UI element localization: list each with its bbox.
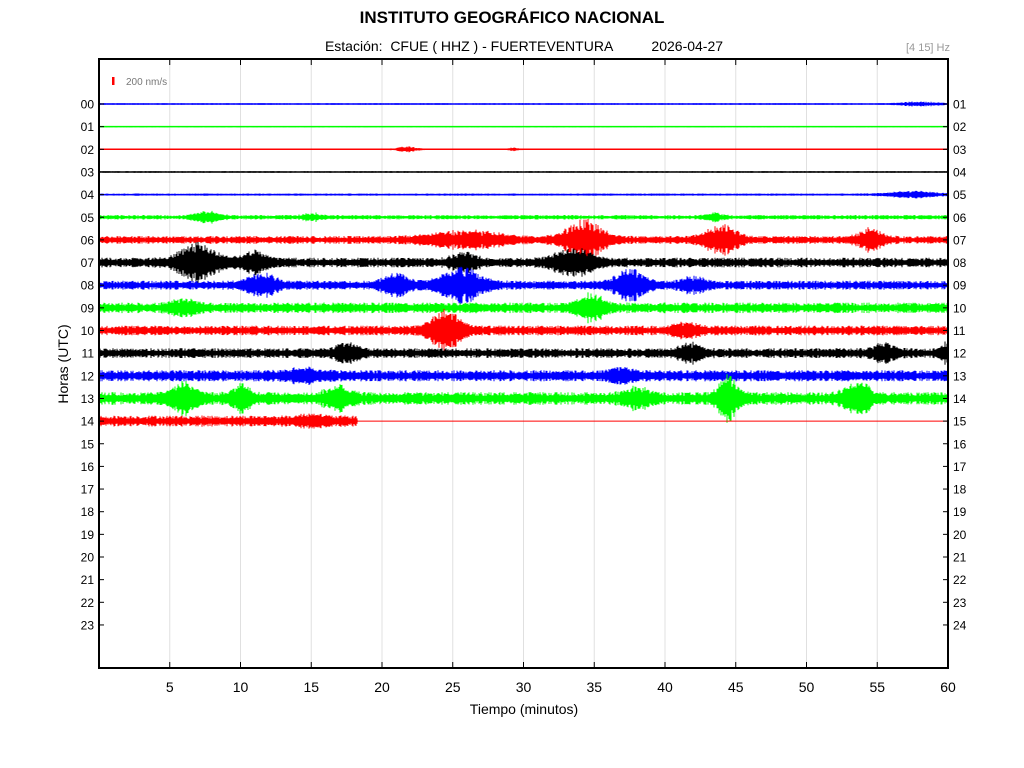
y-tick-label-left: 19: [81, 528, 95, 542]
y-tick-label-right: 05: [953, 188, 967, 202]
y-tick-label-left: 18: [81, 505, 95, 519]
y-tick-label-left: 15: [81, 437, 95, 451]
y-tick-label-right: 15: [953, 415, 967, 429]
y-tick-label-left: 16: [81, 460, 95, 474]
y-tick-label-left: 08: [81, 279, 95, 293]
trace-layer: [98, 101, 949, 429]
x-tick-label: 40: [657, 679, 673, 695]
y-tick-label-left: 02: [81, 143, 95, 157]
x-tick-label: 20: [374, 679, 390, 695]
y-tick-label-left: 10: [81, 324, 95, 338]
y-tick-label-left: 01: [81, 120, 95, 134]
chart-subtitle: Estación: CFUE ( HHZ ) - FUERTEVENTURA 2…: [0, 38, 1024, 54]
y-tick-label-right: 08: [953, 256, 967, 270]
y-axis-label: Horas (UTC): [55, 324, 71, 403]
station-label: Estación: CFUE ( HHZ ) - FUERTEVENTURA: [324, 38, 613, 54]
y-tick-label-right: 06: [953, 211, 967, 225]
x-tick-label: 5: [166, 679, 174, 695]
y-tick-label-left: 21: [81, 573, 95, 587]
axis-layer: 5 10 15 20 25 30 35 40 45 50 55 60 00 01 02 03 04 05 06 07 0…: [81, 59, 967, 695]
y-tick-label-right: 10: [953, 301, 967, 315]
y-tick-label-right: 13: [953, 369, 967, 383]
x-tick-label: 10: [233, 679, 249, 695]
y-tick-label-right: 03: [953, 143, 967, 157]
scale-bar-mark: [112, 77, 115, 85]
x-tick-label: 50: [799, 679, 815, 695]
y-tick-label-right: 01: [953, 98, 967, 112]
y-tick-label-right: 02: [953, 120, 967, 134]
scale-bar: 200 nm/s: [112, 77, 167, 88]
y-tick-label-right: 20: [953, 528, 967, 542]
chart-title: INSTITUTO GEOGRÁFICO NACIONAL: [359, 8, 665, 27]
y-tick-label-left: 11: [82, 347, 95, 361]
y-tick-label-left: 12: [81, 369, 95, 383]
grid-layer: [169, 59, 878, 668]
y-tick-label-left: 23: [81, 618, 95, 632]
x-tick-label: 55: [869, 679, 885, 695]
date-label: 2026-04-27: [651, 38, 724, 54]
y-tick-label-left: 03: [81, 165, 95, 179]
y-tick-label-left: 22: [81, 596, 95, 610]
y-tick-label-left: 04: [81, 188, 95, 202]
y-tick-label-left: 06: [81, 233, 95, 247]
y-tick-label-left: 07: [81, 256, 95, 270]
y-tick-label-right: 04: [953, 165, 967, 179]
y-tick-label-left: 14: [81, 415, 95, 429]
y-tick-label-right: 12: [953, 347, 967, 361]
x-tick-label: 60: [940, 679, 956, 695]
scale-bar-label: 200 nm/s: [126, 77, 167, 88]
frequency-band-label: [4 15] Hz: [905, 42, 950, 54]
y-tick-label-right: 18: [953, 483, 967, 497]
y-tick-label-right: 19: [953, 505, 967, 519]
x-tick-label: 45: [728, 679, 744, 695]
x-axis-label: Tiempo (minutos): [470, 701, 578, 717]
y-tick-label-right: 14: [953, 392, 967, 406]
y-tick-label-right: 16: [953, 437, 967, 451]
y-tick-label-left: 05: [81, 211, 95, 225]
y-tick-label-right: 09: [953, 279, 967, 293]
y-tick-label-left: 17: [81, 483, 95, 497]
y-tick-label-left: 20: [81, 551, 95, 565]
x-tick-label: 25: [445, 679, 461, 695]
y-tick-label-left: 00: [81, 98, 95, 112]
y-tick-label-right: 24: [953, 618, 967, 632]
x-tick-label: 35: [586, 679, 602, 695]
y-tick-label-left: 09: [81, 301, 95, 315]
y-tick-label-left: 13: [81, 392, 95, 406]
y-tick-label-right: 11: [953, 324, 966, 338]
x-tick-label: 30: [516, 679, 532, 695]
y-tick-label-right: 21: [953, 551, 967, 565]
y-tick-label-right: 23: [953, 596, 967, 610]
y-tick-label-right: 22: [953, 573, 967, 587]
x-tick-label: 15: [303, 679, 319, 695]
y-tick-label-right: 17: [953, 460, 967, 474]
y-tick-label-right: 07: [953, 233, 967, 247]
